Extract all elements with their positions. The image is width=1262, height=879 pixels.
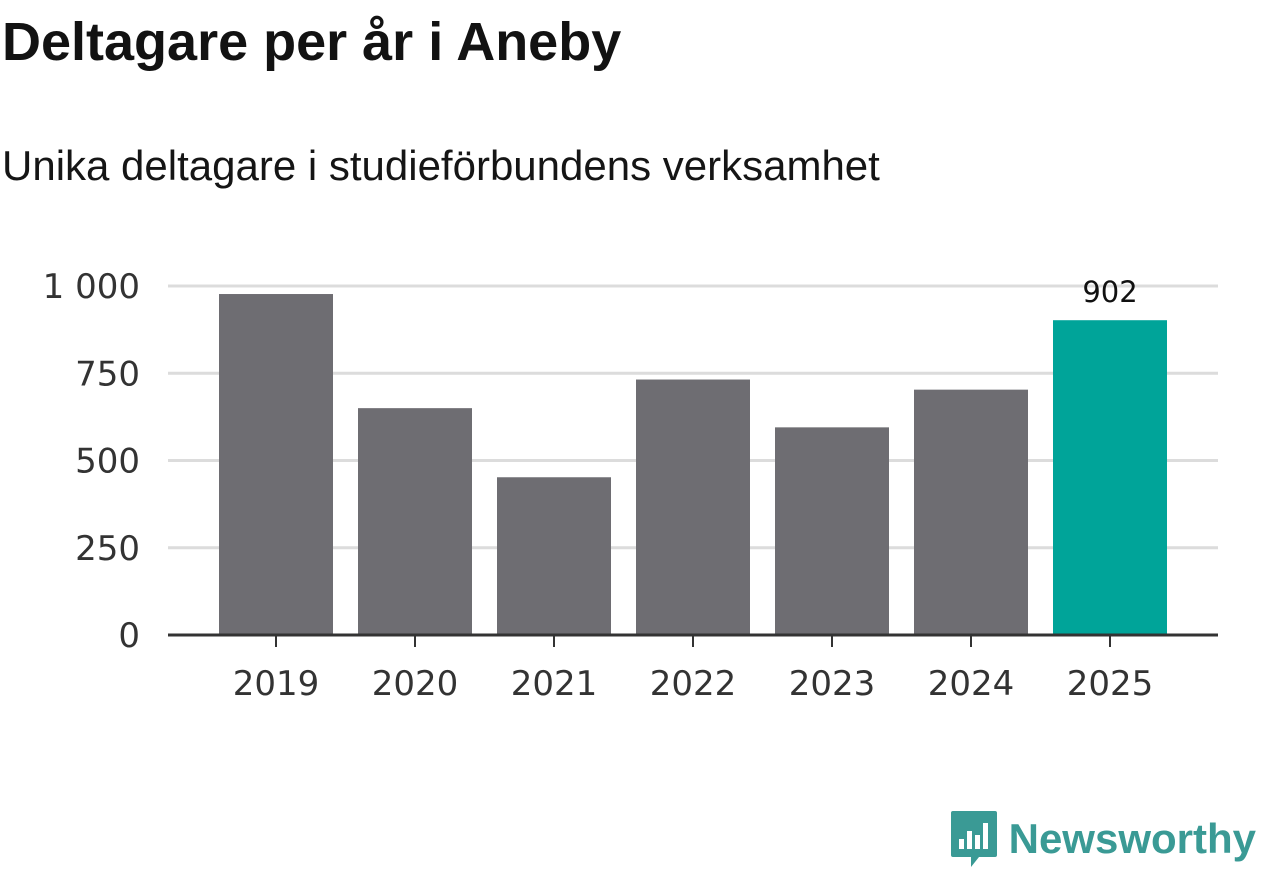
bar-2025 [1053, 320, 1167, 635]
y-tick-label: 250 [75, 529, 140, 569]
bar-2019 [219, 294, 333, 635]
x-tick-label: 2022 [650, 664, 737, 704]
x-tick-label: 2025 [1067, 664, 1154, 704]
y-tick-label: 500 [75, 442, 140, 482]
chart-title: Deltagare per år i Aneby [2, 12, 622, 72]
bar-2022 [636, 379, 750, 635]
x-tick-label: 2024 [928, 664, 1015, 704]
bar-2023 [775, 427, 889, 635]
x-tick-label: 2023 [789, 664, 876, 704]
x-tick-label: 2021 [511, 664, 598, 704]
bars [219, 294, 1167, 635]
x-tick-label: 2019 [233, 664, 320, 704]
bar-2021 [497, 477, 611, 635]
x-axis [168, 633, 1218, 647]
y-tick-label: 750 [75, 354, 140, 394]
brand-logo: Newsworthy [949, 809, 1256, 869]
value-label: 902 [1082, 275, 1137, 309]
brand-name: Newsworthy [1008, 815, 1256, 862]
newsworthy-logo-icon [950, 811, 997, 867]
x-tick-label: 2020 [372, 664, 459, 704]
bar-2020 [358, 408, 472, 635]
bar-2024 [914, 389, 1028, 635]
value-labels: 902 [1082, 275, 1137, 309]
y-axis-labels: 0 250 500 750 1 000 [43, 267, 140, 656]
x-axis-labels: 2019 2020 2021 2022 2023 2024 2025 [233, 664, 1154, 704]
y-tick-label: 1 000 [43, 267, 140, 307]
y-tick-label: 0 [118, 616, 140, 656]
chart-subtitle: Unika deltagare i studieförbundens verks… [2, 142, 880, 189]
